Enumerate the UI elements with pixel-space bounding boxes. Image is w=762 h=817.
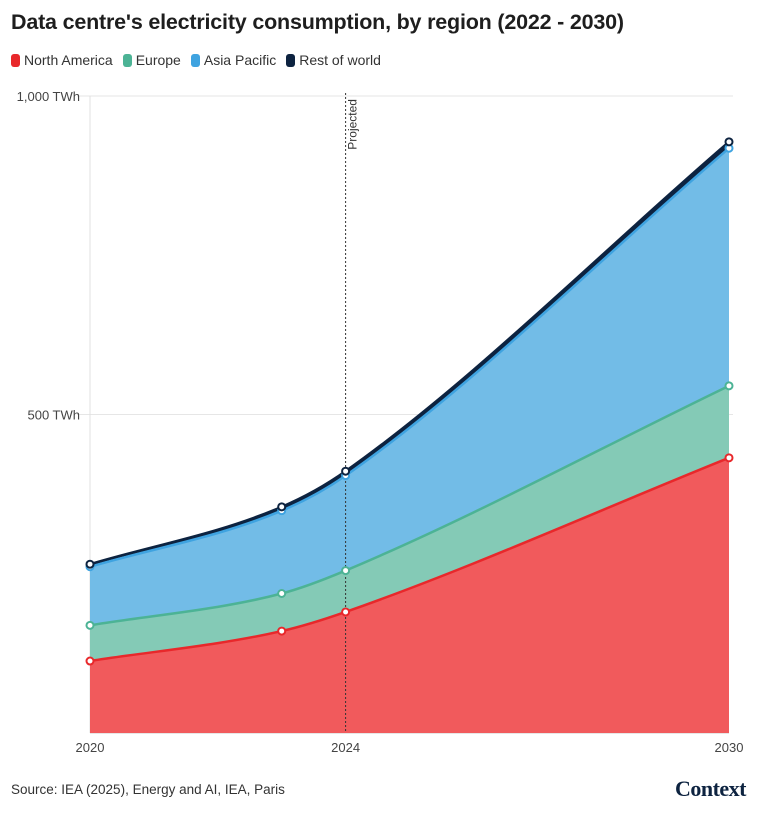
legend-item-asia-pacific[interactable]: Asia Pacific — [190, 52, 277, 68]
area-north-america — [90, 457, 729, 733]
x-tick-label-2020: 2020 — [76, 740, 105, 755]
legend-label-rest-of-world: Rest of world — [299, 52, 381, 68]
marker-europe-2024 — [341, 566, 351, 576]
line-north-america — [89, 456, 730, 663]
legend-item-rest-of-world[interactable]: Rest of world — [286, 52, 381, 68]
y-tick-label-0: 500 TWh — [27, 408, 80, 423]
x-tick-label-2030: 2030 — [715, 740, 744, 755]
legend-item-north-america[interactable]: North America — [11, 52, 113, 68]
y-tick-label-1: 1,000 TWh — [17, 89, 80, 104]
x-tick-label-2024: 2024 — [331, 740, 360, 755]
marker-rest-of-world-2024 — [341, 466, 351, 476]
marker-rest-of-world-2030 — [724, 137, 734, 147]
projected-label: Projected — [346, 99, 360, 150]
legend-label-north-america: North America — [24, 52, 113, 68]
legend-swatch-rest-of-world — [286, 53, 296, 67]
legend-label-asia-pacific: Asia Pacific — [203, 52, 277, 68]
marker-north-america-2030 — [724, 453, 734, 463]
line-europe — [89, 384, 730, 627]
source-note: Source: IEA (2025), Energy and AI, IEA, … — [11, 782, 285, 797]
brand-logo: Context — [674, 776, 747, 801]
legend-swatch-north-america — [11, 53, 20, 67]
legend: North America Europe Asia Pacific Rest o… — [11, 52, 381, 68]
marker-north-america-2023 — [277, 626, 287, 636]
area-asia-pacific — [90, 148, 729, 626]
marker-europe-2023 — [277, 588, 287, 598]
marker-europe-2030 — [724, 381, 734, 391]
marker-north-america-2020 — [85, 656, 95, 666]
legend-swatch-asia-pacific — [190, 53, 200, 67]
marker-rest-of-world-2023 — [277, 502, 287, 512]
marker-europe-2020 — [85, 620, 95, 630]
legend-label-europe: Europe — [135, 52, 181, 68]
marker-rest-of-world-2020 — [85, 559, 95, 569]
marker-north-america-2024 — [341, 607, 351, 617]
area-europe — [90, 385, 729, 662]
legend-swatch-europe — [122, 53, 132, 67]
chart-title: Data centre's electricity consumption, b… — [11, 10, 624, 34]
legend-item-europe[interactable]: Europe — [122, 52, 181, 68]
